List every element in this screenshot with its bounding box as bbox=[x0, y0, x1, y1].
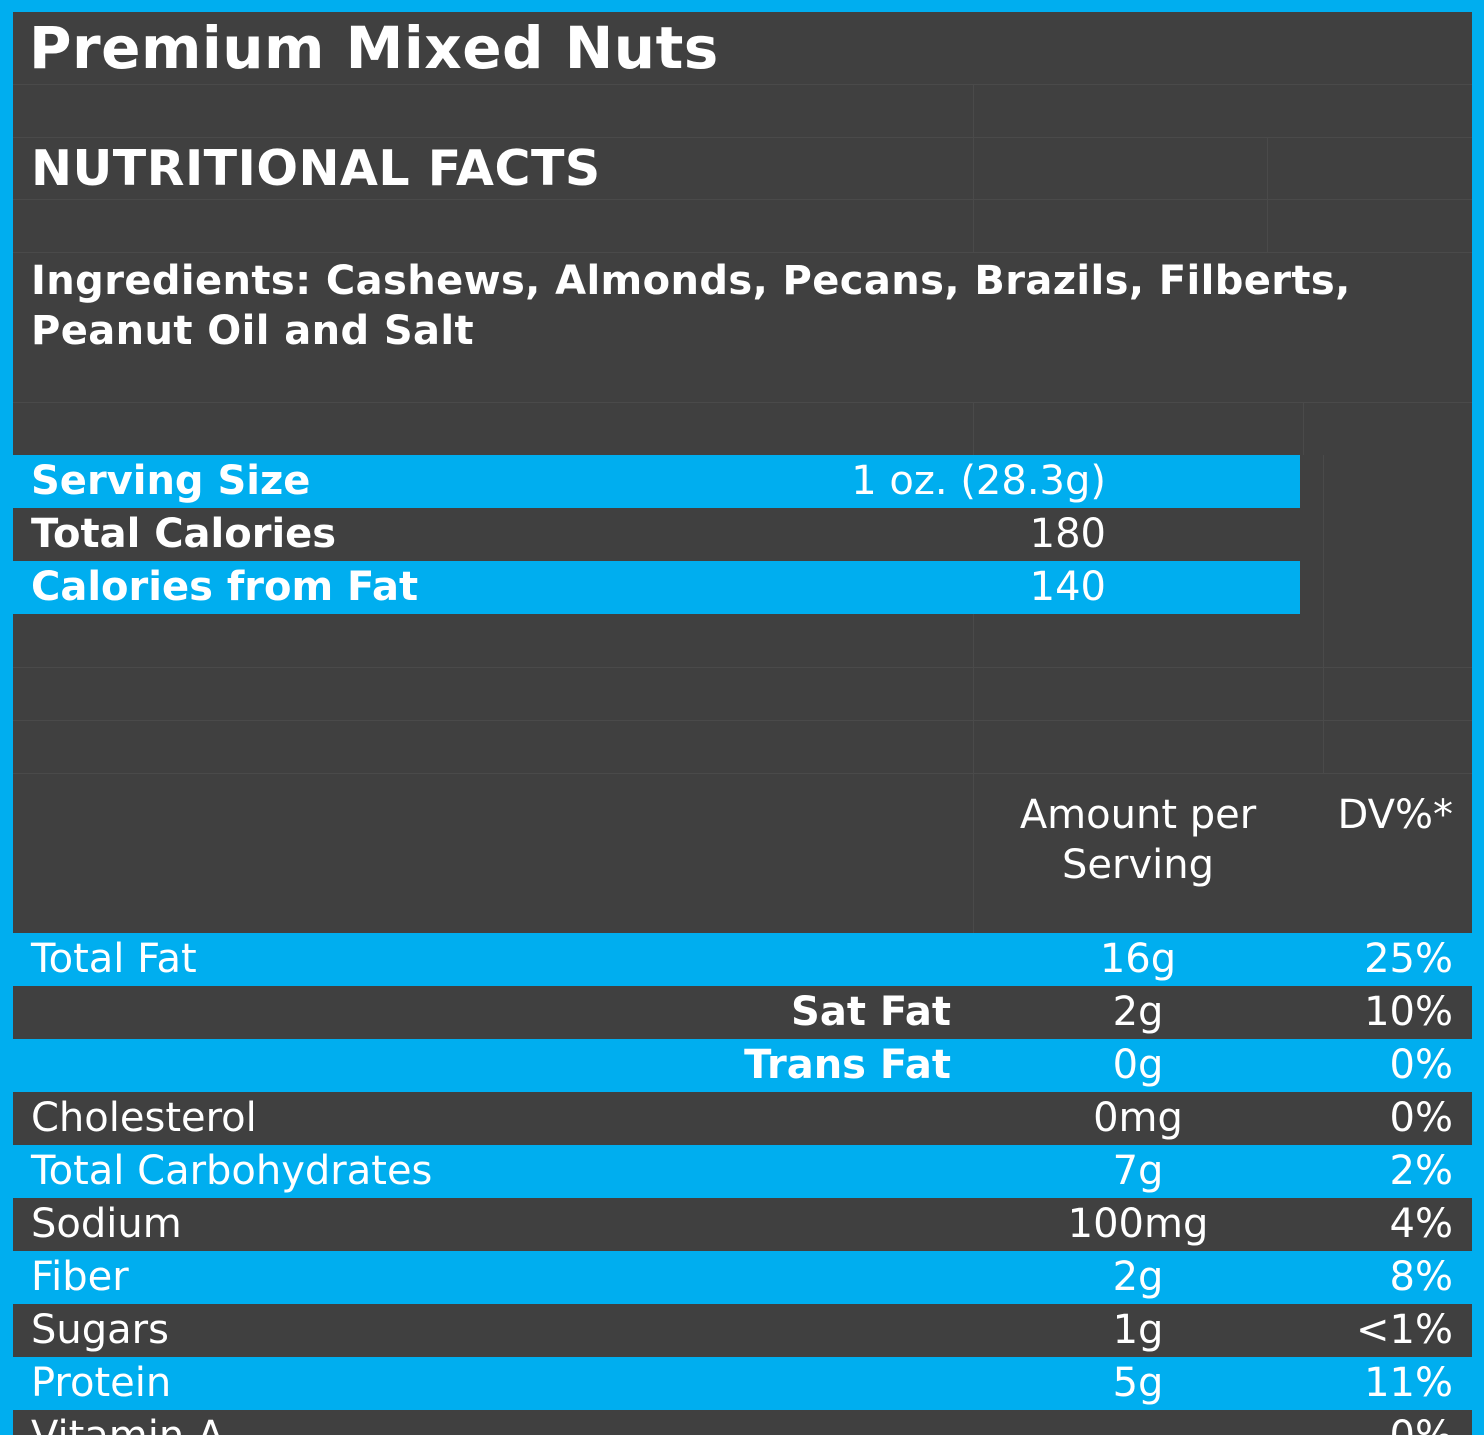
nutrient-amount: 5g bbox=[1112, 1360, 1164, 1406]
nutrient-label: Sat Fat bbox=[791, 989, 951, 1035]
summary-row-serving-size: Serving Size 1 oz. (28.3g) bbox=[13, 455, 1300, 508]
product-title: Premium Mixed Nuts bbox=[29, 14, 719, 82]
grid-line bbox=[1303, 402, 1304, 455]
nutrient-amount bbox=[973, 1410, 1303, 1435]
nutrient-dv: 0% bbox=[1389, 1095, 1453, 1141]
nutrient-dv: 4% bbox=[1389, 1201, 1453, 1247]
grid-line bbox=[13, 402, 1472, 403]
nutrient-row-sugars: Sugars 1g <1% bbox=[13, 1304, 1472, 1357]
grid-line bbox=[13, 84, 1472, 85]
ingredients-text: Ingredients: Cashews, Almonds, Pecans, B… bbox=[31, 258, 1351, 354]
grid-line bbox=[1267, 137, 1268, 252]
nutrient-amount: 1g bbox=[1112, 1307, 1164, 1353]
nutrient-amount: 0g bbox=[1112, 1042, 1164, 1088]
nutrient-amount: 2g bbox=[1112, 989, 1164, 1035]
summary-value: 140 bbox=[1029, 564, 1106, 610]
grid-line bbox=[13, 667, 1472, 668]
summary-label: Serving Size bbox=[31, 458, 311, 504]
grid-line bbox=[973, 84, 974, 252]
nutrient-label: Sodium bbox=[31, 1201, 182, 1247]
grid-line bbox=[13, 199, 1472, 200]
nutrient-row-fiber: Fiber 2g 8% bbox=[13, 1251, 1472, 1304]
nutrient-row-total-fat: Total Fat 16g 25% bbox=[13, 933, 1472, 986]
column-header-amount: Amount per Serving bbox=[1019, 792, 1257, 888]
nutrient-row-cholesterol: Cholesterol 0mg 0% bbox=[13, 1092, 1472, 1145]
nutrient-dv: 11% bbox=[1364, 1360, 1453, 1406]
nutrient-dv: 8% bbox=[1389, 1254, 1453, 1300]
grid-line bbox=[13, 773, 1472, 774]
nutrient-row-protein: Protein 5g 11% bbox=[13, 1357, 1472, 1410]
summary-label: Calories from Fat bbox=[31, 564, 419, 610]
nutrient-row-sat-fat: Sat Fat 2g 10% bbox=[13, 986, 1472, 1039]
nutrient-label: Protein bbox=[31, 1360, 172, 1406]
section-heading: NUTRITIONAL FACTS bbox=[31, 140, 601, 197]
nutrient-dv: 25% bbox=[1364, 936, 1453, 982]
nutrient-row-total-carbohydrates: Total Carbohydrates 7g 2% bbox=[13, 1145, 1472, 1198]
nutrient-label: Sugars bbox=[31, 1307, 169, 1353]
column-header-dv: DV%* bbox=[1337, 792, 1453, 838]
summary-value: 1 oz. (28.3g) bbox=[851, 458, 1106, 504]
summary-label: Total Calories bbox=[31, 511, 337, 557]
nutrient-label: Total Fat bbox=[31, 936, 197, 982]
nutrient-label: Fiber bbox=[31, 1254, 129, 1300]
nutrient-label: Total Carbohydrates bbox=[31, 1148, 433, 1194]
nutrient-label: Vitamin A bbox=[31, 1410, 224, 1435]
nutrient-row-vitamin-a: Vitamin A 0% bbox=[13, 1410, 1472, 1435]
nutrient-amount: 2g bbox=[1112, 1254, 1164, 1300]
nutrient-amount: 0mg bbox=[1093, 1095, 1183, 1141]
grid-line bbox=[1323, 455, 1324, 773]
grid-line bbox=[973, 402, 974, 455]
nutrition-sheet: Premium Mixed Nuts NUTRITIONAL FACTS Ing… bbox=[13, 12, 1472, 1435]
nutrient-amount: 16g bbox=[1099, 936, 1177, 982]
grid-line bbox=[13, 137, 1472, 138]
nutrient-label: Cholesterol bbox=[31, 1095, 257, 1141]
nutrient-dv: 2% bbox=[1389, 1148, 1453, 1194]
grid-line bbox=[13, 252, 1472, 253]
grid-line bbox=[973, 508, 974, 933]
summary-row-calories-from-fat: Calories from Fat 140 bbox=[13, 561, 1300, 614]
nutrient-dv: 0% bbox=[1389, 1042, 1453, 1088]
nutrient-dv: 10% bbox=[1364, 989, 1453, 1035]
nutrient-dv: <1% bbox=[1356, 1307, 1453, 1353]
nutrient-amount: 7g bbox=[1112, 1148, 1164, 1194]
nutrient-amount: 100mg bbox=[1067, 1201, 1209, 1247]
nutrient-dv: 0% bbox=[1390, 1410, 1453, 1435]
nutrient-row-trans-fat: Trans Fat 0g 0% bbox=[13, 1039, 1472, 1092]
summary-value: 180 bbox=[1029, 511, 1106, 557]
summary-row-total-calories: Total Calories 180 bbox=[13, 508, 1300, 561]
nutrient-label: Trans Fat bbox=[744, 1042, 951, 1088]
grid-line bbox=[13, 720, 1472, 721]
nutrient-row-sodium: Sodium 100mg 4% bbox=[13, 1198, 1472, 1251]
